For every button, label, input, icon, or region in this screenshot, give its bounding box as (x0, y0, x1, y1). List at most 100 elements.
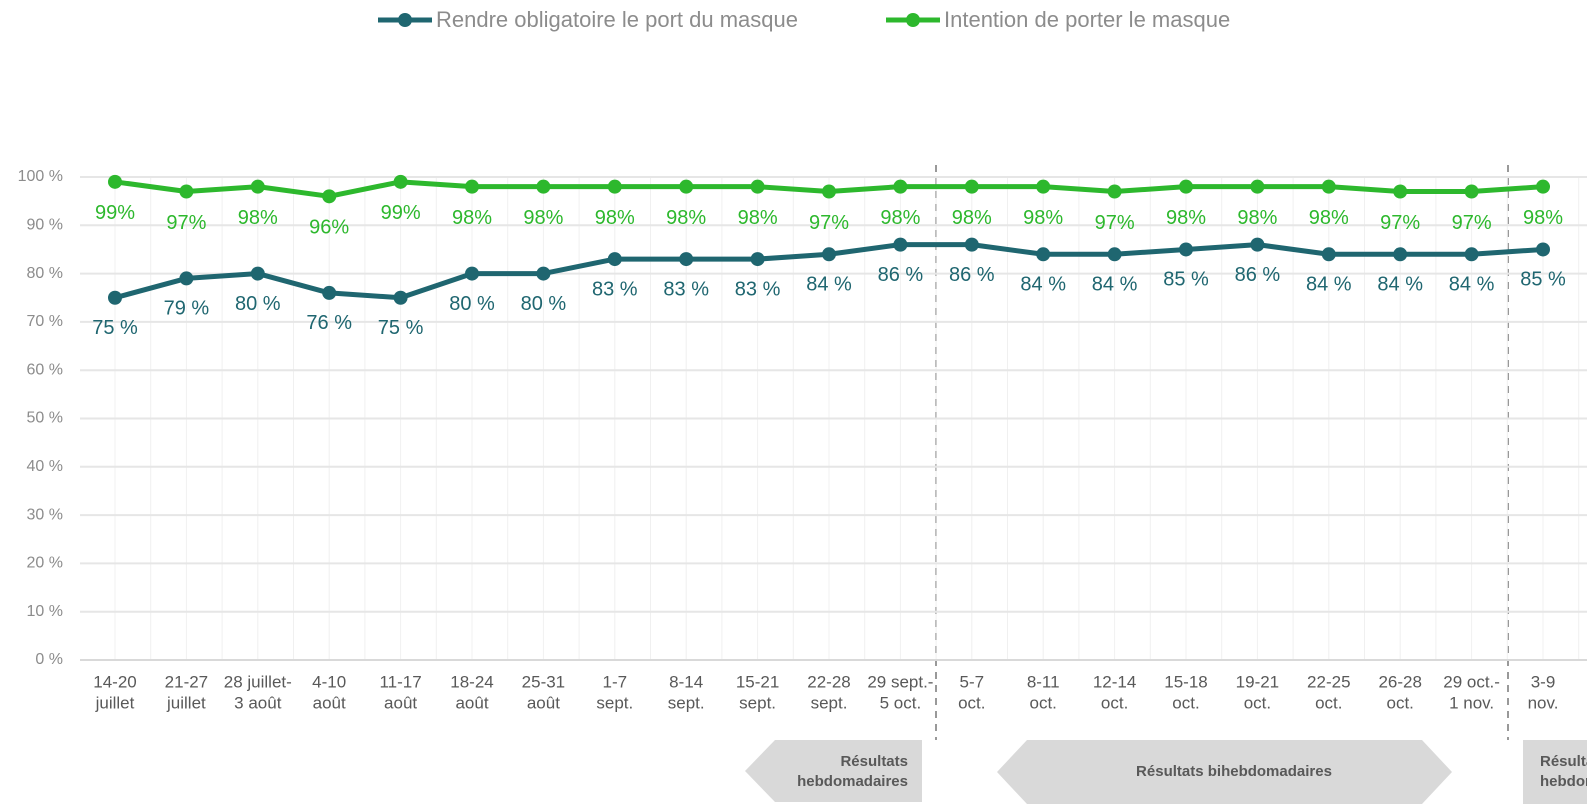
y-tick-label: 10 % (27, 603, 63, 620)
x-tick-label: août (384, 693, 417, 712)
data-point (1036, 179, 1051, 194)
data-point (1464, 247, 1479, 262)
data-point (1179, 179, 1193, 194)
y-tick-label: 70 % (27, 313, 63, 330)
data-point (750, 179, 765, 194)
data-point (250, 266, 265, 281)
y-tick-label: 60 % (27, 361, 63, 378)
data-point (1393, 247, 1408, 262)
data-point (1107, 184, 1122, 199)
x-tick-label: 5 oct. (880, 693, 922, 712)
x-tick-label: 3 août (234, 693, 282, 712)
data-label: 97% (1452, 212, 1492, 234)
x-tick-label: 3-9 (1531, 672, 1556, 691)
x-tick-label: juillet (166, 693, 206, 712)
data-label: 96% (309, 217, 349, 239)
x-tick-label: 21-27 (165, 672, 208, 691)
data-label: 98% (666, 207, 706, 229)
data-label: 84 % (806, 274, 852, 296)
x-tick-label: oct. (1029, 693, 1056, 712)
data-label: 83 % (735, 278, 781, 300)
data-point (822, 247, 836, 262)
x-tick-label: sept. (668, 693, 705, 712)
data-label: 99% (95, 202, 135, 224)
y-tick-label: 40 % (27, 458, 63, 475)
data-label: 98% (952, 207, 992, 229)
x-tick-label: sept. (739, 693, 776, 712)
data-label: 86 % (949, 264, 995, 286)
x-tick-label: oct. (1315, 693, 1342, 712)
data-label: 99% (381, 202, 421, 224)
data-point (322, 189, 337, 204)
data-point (179, 184, 194, 199)
x-tick-label: sept. (811, 693, 848, 712)
x-tick-label: 1 nov. (1449, 693, 1494, 712)
data-label: 98% (880, 207, 920, 229)
data-label: 79 % (164, 298, 210, 320)
data-label: 98% (238, 207, 278, 229)
x-tick-label: 15-21 (736, 672, 779, 691)
data-point (750, 252, 765, 267)
y-tick-label: 20 % (27, 555, 63, 572)
data-label: 98% (738, 207, 778, 229)
data-point (679, 252, 694, 267)
x-tick-label: oct. (1101, 693, 1128, 712)
data-label: 98% (595, 207, 635, 229)
data-point (1107, 247, 1122, 262)
data-point (822, 184, 836, 199)
data-point (108, 290, 122, 305)
data-point (964, 237, 979, 252)
data-point (393, 174, 408, 189)
data-label: 97% (809, 212, 849, 234)
data-label: 84 % (1020, 274, 1066, 296)
x-tick-label: 26-28 (1378, 672, 1421, 691)
x-tick-label: 22-28 (807, 672, 850, 691)
data-label: 80 % (449, 293, 495, 315)
annotation: hebdomadaires (797, 773, 908, 790)
y-tick-label: 30 % (27, 506, 63, 523)
data-label: 83 % (592, 278, 638, 300)
x-tick-label: 1-7 (603, 672, 628, 691)
data-label: 84 % (1306, 274, 1352, 296)
data-label: 80 % (235, 293, 281, 315)
data-label: 84 % (1377, 274, 1423, 296)
data-label: 84 % (1092, 274, 1138, 296)
x-tick-label: oct. (1386, 693, 1413, 712)
legend-label: Intention de porter le masque (944, 7, 1230, 32)
data-point (465, 266, 479, 281)
x-tick-label: 15-18 (1164, 672, 1207, 691)
data-point (1536, 242, 1550, 257)
data-point (1536, 179, 1550, 194)
x-tick-label: 19-21 (1236, 672, 1279, 691)
data-point (893, 179, 908, 194)
data-label: 98% (1237, 207, 1277, 229)
data-label: 84 % (1449, 274, 1495, 296)
legend-marker (906, 13, 920, 27)
data-point (607, 252, 622, 267)
y-tick-label: 0 % (35, 651, 63, 668)
data-label: 85 % (1520, 269, 1566, 291)
data-point (108, 174, 122, 189)
data-label: 80 % (521, 293, 567, 315)
data-label: 97% (1380, 212, 1420, 234)
x-tick-label: 11-17 (379, 672, 421, 691)
annotation: Résultats (1540, 753, 1587, 770)
x-tick-label: oct. (958, 693, 985, 712)
y-tick-label: 90 % (27, 217, 63, 234)
data-point (679, 179, 694, 194)
data-label: 86 % (1235, 264, 1281, 286)
x-tick-label: 29 oct.- (1443, 672, 1500, 691)
data-point (1250, 179, 1265, 194)
data-label: 98% (452, 207, 492, 229)
data-point (893, 237, 908, 252)
data-point (1250, 237, 1265, 252)
x-tick-label: 18-24 (450, 672, 493, 691)
data-point (1321, 179, 1336, 194)
y-tick-label: 50 % (27, 410, 63, 427)
x-tick-label: 25-31 (522, 672, 565, 691)
x-tick-label: 28 juillet- (224, 672, 292, 691)
annotation-arrow (1523, 740, 1587, 804)
data-label: 85 % (1163, 269, 1209, 291)
data-point (1179, 242, 1193, 257)
